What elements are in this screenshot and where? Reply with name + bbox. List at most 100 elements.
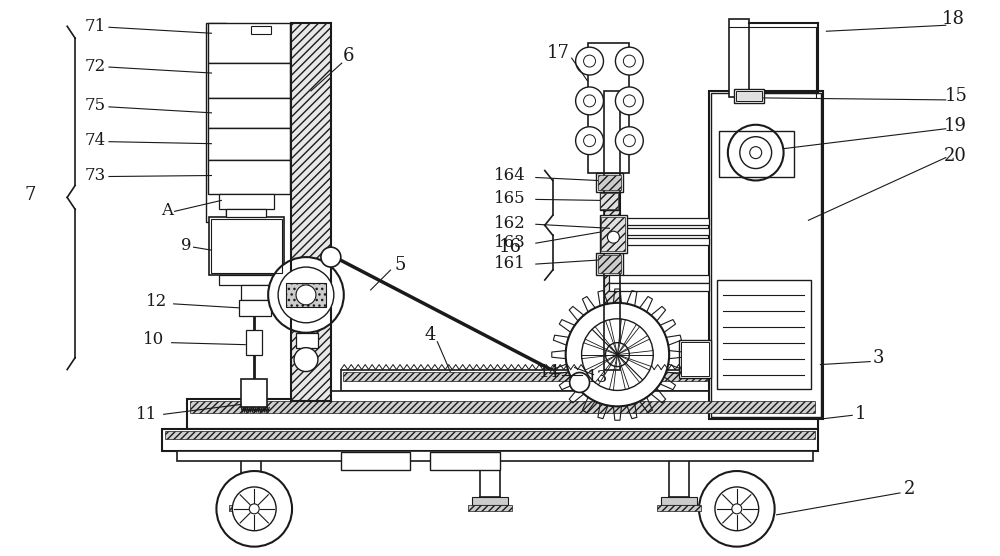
Bar — [604, 91, 620, 370]
Circle shape — [576, 87, 603, 115]
Bar — [679, 340, 711, 378]
Bar — [343, 371, 707, 381]
Bar — [472, 497, 508, 505]
Bar — [709, 91, 823, 419]
Text: 9: 9 — [181, 237, 192, 254]
Bar — [206, 23, 226, 222]
Bar — [331, 403, 719, 411]
Text: 2: 2 — [904, 480, 916, 498]
Circle shape — [584, 55, 596, 67]
Circle shape — [249, 504, 259, 514]
Bar — [609, 275, 709, 283]
Bar — [601, 217, 625, 251]
Text: 14: 14 — [539, 364, 560, 381]
Circle shape — [582, 319, 653, 390]
Text: 18: 18 — [942, 11, 965, 28]
Text: A: A — [161, 202, 173, 219]
Bar — [208, 128, 290, 160]
Circle shape — [576, 47, 603, 75]
Circle shape — [728, 125, 784, 181]
Circle shape — [294, 348, 318, 371]
Bar — [609, 283, 709, 291]
Bar — [331, 391, 719, 403]
Bar — [219, 195, 274, 210]
Bar — [657, 505, 701, 511]
Text: 163: 163 — [494, 234, 526, 251]
Text: 13: 13 — [587, 369, 608, 386]
Bar — [229, 505, 273, 511]
Bar — [229, 505, 273, 511]
Text: 10: 10 — [143, 331, 164, 348]
Bar — [208, 23, 290, 63]
Bar — [609, 238, 709, 245]
Bar — [286, 283, 326, 307]
Bar — [430, 452, 500, 470]
Bar — [296, 332, 318, 348]
Text: 72: 72 — [84, 58, 106, 75]
Text: 71: 71 — [84, 18, 106, 35]
Bar — [226, 210, 266, 217]
Bar — [239, 300, 271, 316]
Text: 1: 1 — [854, 405, 866, 423]
Text: 162: 162 — [494, 215, 526, 232]
Circle shape — [232, 487, 276, 531]
Bar — [609, 219, 709, 225]
Bar — [596, 172, 623, 192]
Bar — [246, 330, 262, 355]
Circle shape — [296, 285, 316, 305]
Bar — [241, 380, 267, 408]
Text: 20: 20 — [944, 147, 967, 165]
Circle shape — [740, 137, 772, 168]
Circle shape — [623, 55, 635, 67]
Bar — [211, 219, 282, 273]
Bar — [233, 497, 269, 505]
Bar — [190, 401, 815, 413]
Bar — [251, 26, 271, 34]
Text: 4: 4 — [425, 326, 436, 344]
Text: 15: 15 — [944, 87, 967, 105]
Circle shape — [623, 135, 635, 147]
Bar — [219, 275, 274, 285]
Text: 12: 12 — [146, 294, 167, 310]
Text: 161: 161 — [494, 255, 526, 271]
Circle shape — [732, 504, 742, 514]
Bar — [177, 451, 813, 461]
Bar — [600, 193, 618, 210]
Circle shape — [576, 127, 603, 155]
Text: 6: 6 — [343, 47, 355, 65]
Circle shape — [570, 373, 590, 393]
Circle shape — [566, 303, 669, 406]
Bar — [598, 255, 621, 273]
Circle shape — [268, 257, 344, 332]
Bar — [609, 229, 709, 235]
Circle shape — [607, 231, 619, 243]
Text: 16: 16 — [498, 238, 521, 256]
Bar — [711, 93, 821, 418]
Bar — [734, 89, 764, 103]
Bar — [681, 342, 709, 375]
Text: 5: 5 — [395, 256, 406, 274]
Bar — [598, 175, 621, 191]
Text: 3: 3 — [872, 349, 884, 366]
Circle shape — [278, 267, 334, 323]
Bar — [187, 399, 818, 429]
Bar — [209, 217, 284, 275]
Text: 165: 165 — [494, 190, 526, 207]
Circle shape — [584, 95, 596, 107]
Bar — [241, 285, 269, 300]
Bar — [604, 91, 620, 370]
Text: 19: 19 — [944, 117, 967, 135]
Bar — [162, 429, 818, 451]
Bar — [717, 280, 811, 389]
Bar — [165, 431, 815, 439]
Bar — [661, 497, 697, 505]
Bar — [208, 63, 290, 98]
Circle shape — [615, 87, 643, 115]
Bar — [588, 43, 629, 172]
Text: 74: 74 — [84, 132, 106, 149]
Bar — [291, 23, 331, 401]
Circle shape — [321, 247, 341, 267]
Text: 73: 73 — [84, 167, 106, 184]
Circle shape — [623, 95, 635, 107]
Text: 17: 17 — [546, 44, 569, 62]
